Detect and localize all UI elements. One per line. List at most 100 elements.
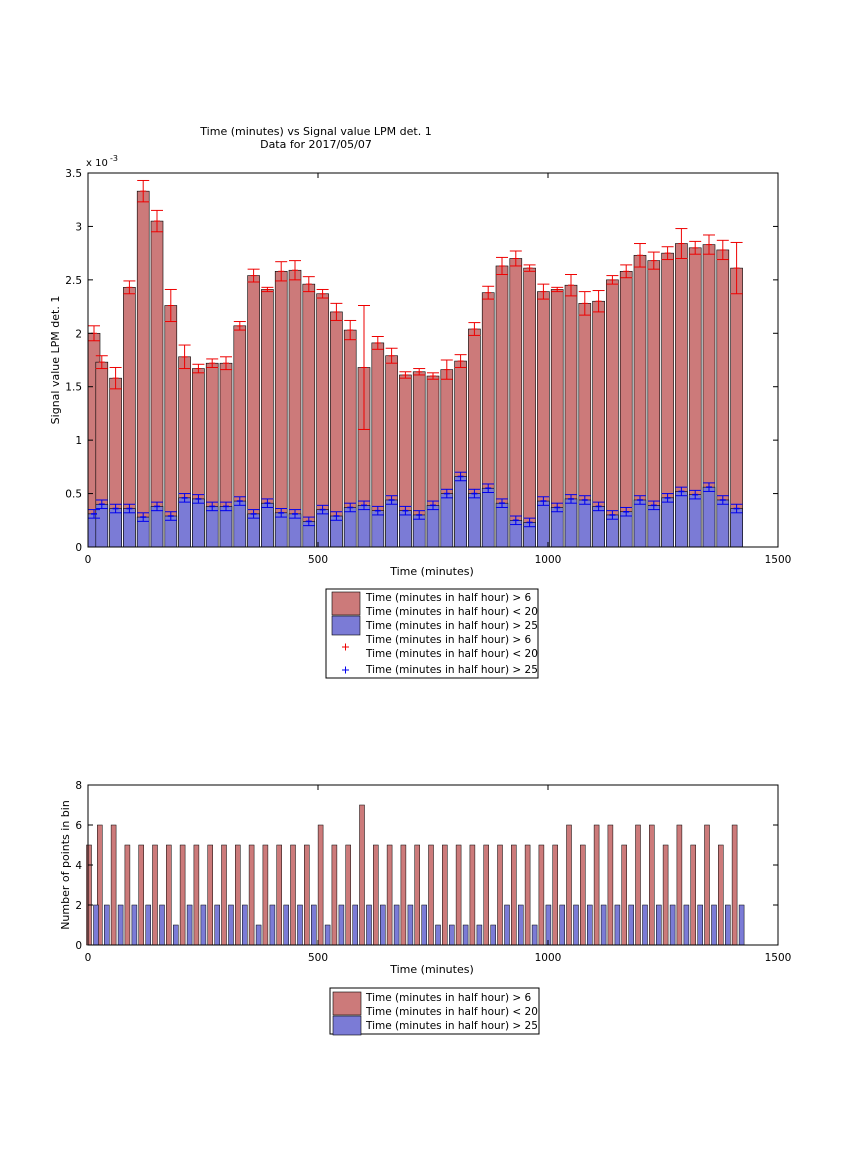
bar-blue — [412, 514, 426, 548]
count-bar-red — [290, 844, 296, 946]
error-bar-blue — [454, 471, 467, 482]
error-bar-red — [496, 256, 508, 276]
top-axes-box — [87, 172, 779, 548]
count-bar-red — [593, 824, 600, 946]
error-bar-red — [509, 250, 522, 267]
error-bar-blue — [344, 502, 357, 513]
top-exponent-label: x 10 -3 — [86, 154, 118, 169]
count-bar-blue — [338, 904, 345, 946]
count-bar-red — [248, 844, 255, 946]
bar-blue — [661, 497, 674, 548]
count-bar-red — [524, 844, 531, 946]
bar-blue — [619, 511, 633, 548]
count-bar-red — [110, 824, 117, 946]
y-tick-label: 1 — [75, 435, 82, 447]
error-bar-red — [537, 283, 550, 300]
error-bar-blue — [689, 489, 702, 500]
legend-swatch-blue — [331, 615, 361, 636]
bottom-legend-label-blue: Time (minutes in half hour) > 25 — [365, 1020, 538, 1032]
bar-red — [136, 190, 150, 548]
error-bar-blue — [634, 495, 646, 505]
error-bar-blue — [661, 493, 674, 503]
bar-blue — [468, 493, 481, 548]
count-bar-blue — [559, 904, 565, 946]
error-bar-blue — [192, 494, 205, 504]
count-bar-blue — [476, 924, 483, 946]
count-bar-blue — [628, 904, 634, 946]
count-bar-red — [207, 844, 213, 946]
bottom-ticks: 0 500 1000 1500 0 2 4 6 8 — [75, 780, 791, 964]
count-bar-blue — [435, 924, 441, 946]
bar-blue — [578, 499, 592, 548]
error-bar-blue — [592, 501, 605, 512]
count-bar-blue — [366, 904, 372, 946]
error-bar-blue — [275, 508, 288, 518]
error-bar-blue — [730, 503, 743, 514]
count-bar-red — [386, 844, 393, 946]
error-bar-blue — [330, 511, 343, 521]
error-bar-red — [220, 356, 232, 371]
count-bar-blue — [255, 924, 262, 946]
y-tick-label: 2 — [75, 328, 82, 340]
exponent-power: -3 — [110, 154, 118, 163]
y-tick-label: 4 — [75, 860, 82, 872]
count-bar-red — [662, 844, 669, 946]
bar-blue — [316, 509, 329, 548]
bar-red — [619, 271, 633, 548]
count-bar-blue — [228, 904, 234, 946]
bar-blue — [233, 500, 247, 548]
bar-blue — [274, 512, 288, 548]
count-bar-blue — [518, 904, 524, 946]
error-bar-red — [275, 261, 288, 282]
error-bar-red — [95, 355, 108, 370]
error-bar-red — [634, 243, 646, 268]
count-bar-red — [442, 844, 448, 946]
x-tick-label: 1000 — [535, 554, 562, 566]
error-bar-blue — [413, 510, 426, 520]
y-tick-label: 2.5 — [65, 275, 82, 287]
error-bar-blue — [137, 512, 150, 522]
bar-red — [302, 283, 316, 548]
count-bar-red — [635, 824, 641, 946]
error-bar-blue — [233, 496, 246, 506]
error-bar-red — [606, 275, 619, 285]
error-bar-red — [289, 260, 301, 281]
count-bar-red — [179, 844, 186, 946]
error-bar-blue — [523, 517, 536, 528]
count-bar-red — [193, 844, 200, 946]
count-bar-blue — [186, 904, 193, 946]
bar-red — [274, 271, 288, 548]
bar-blue — [716, 499, 730, 548]
error-bar-blue — [358, 500, 370, 511]
count-bar-blue — [614, 904, 621, 946]
error-bar-blue — [716, 495, 729, 505]
count-bar-red — [166, 844, 172, 946]
error-bar-red — [261, 286, 274, 293]
bar-red — [164, 305, 178, 548]
error-bar-blue — [537, 496, 550, 506]
error-bar-blue — [385, 495, 398, 505]
error-bar-red — [578, 291, 591, 316]
top-ticks: 0 500 1000 1500 0 0.5 1 1.5 2 2.5 3 3.5 — [65, 168, 791, 566]
y-tick-label: 0 — [75, 940, 82, 952]
x-tick-label: 1000 — [535, 952, 562, 964]
bar-blue — [550, 507, 564, 548]
error-bar-red — [164, 288, 177, 323]
count-bar-blue — [117, 904, 124, 946]
error-bar-blue — [247, 509, 260, 519]
error-bar-red — [302, 276, 315, 293]
error-bar-blue — [551, 502, 564, 513]
bottom-legend-label-red-line1: Time (minutes in half hour) > 6 — [365, 992, 532, 1004]
count-bar-blue — [269, 904, 276, 946]
count-bar-blue — [324, 924, 331, 946]
count-bar-blue — [738, 904, 745, 946]
legend-label-blue: Time (minutes in half hour) > 25 — [365, 620, 538, 632]
count-bar-red — [704, 824, 710, 946]
error-bar-red — [399, 371, 412, 379]
error-bar-blue — [88, 509, 100, 519]
count-bar-red — [304, 844, 310, 946]
x-tick-label: 500 — [308, 554, 328, 566]
count-bar-blue — [587, 904, 593, 946]
error-bar-blue — [109, 503, 122, 514]
error-bar-red — [565, 274, 577, 297]
